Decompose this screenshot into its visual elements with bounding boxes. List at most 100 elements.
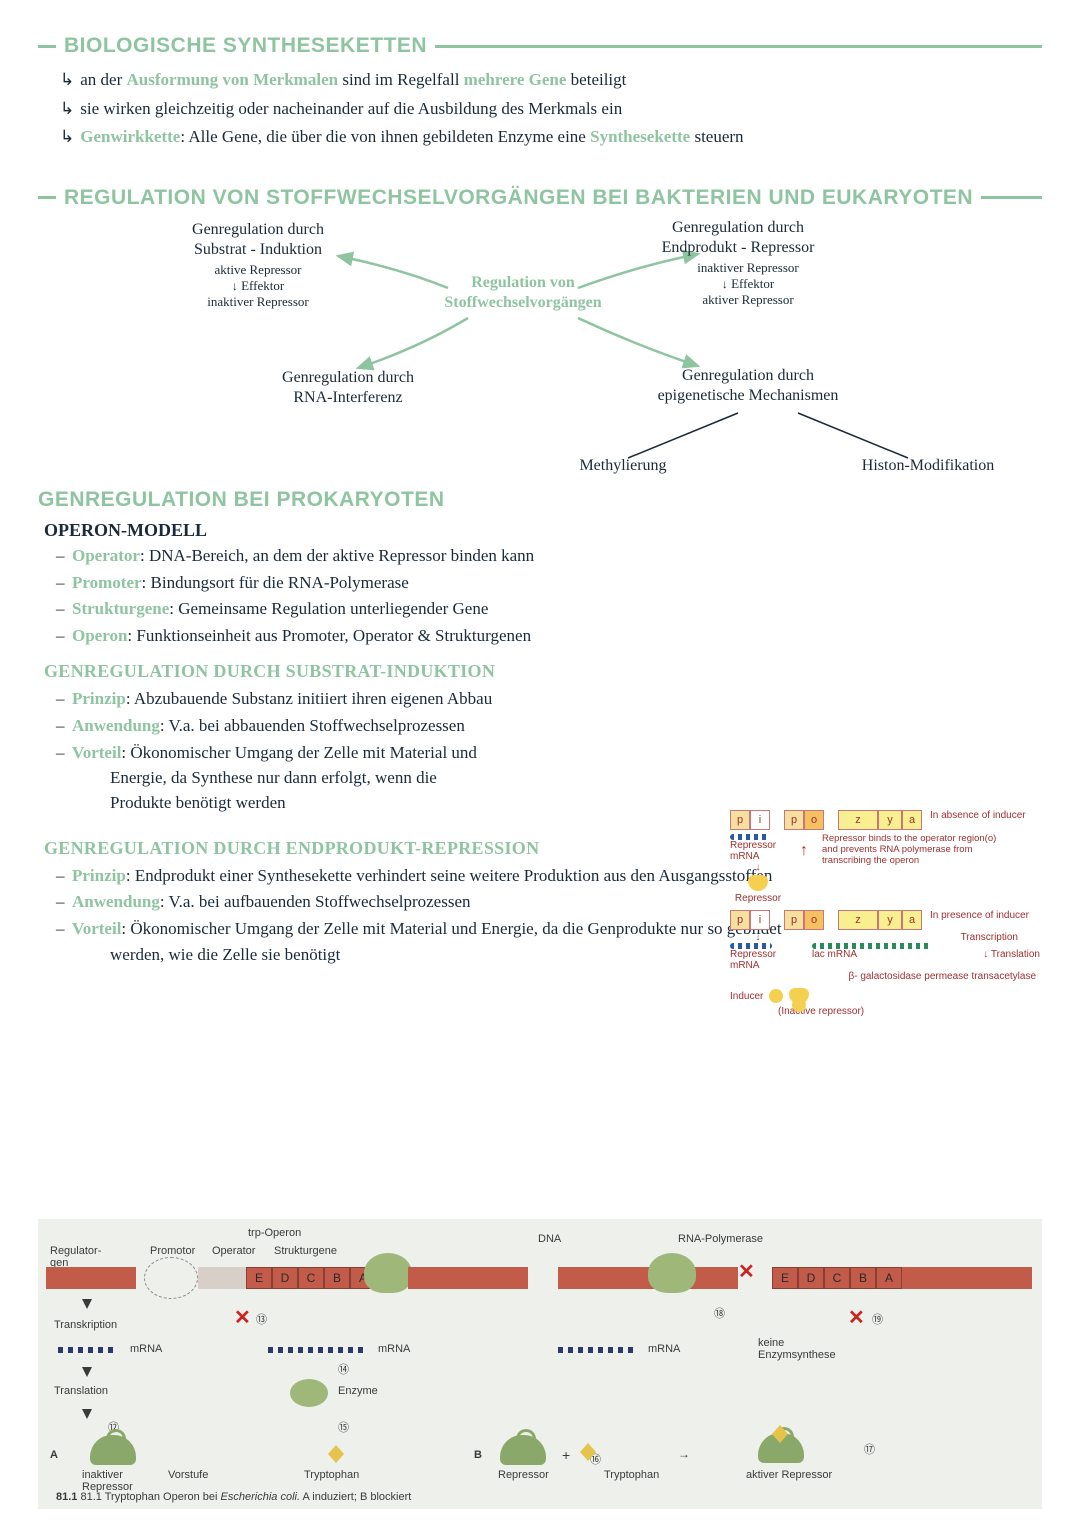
label: inaktiver Repressor [82,1469,133,1493]
bullet: ↳Genwirkkette: Alle Gene, die über die v… [38,123,1042,152]
label: B [474,1449,482,1461]
down-arrow-icon [82,1409,92,1419]
label: (Inactive repressor) [730,1006,1040,1017]
label: β- galactosidase permease transacetylase [730,971,1040,982]
bullet: ↳sie wirken gleichzeitig oder nacheinand… [38,95,1042,124]
gene-z: z [838,810,878,830]
enzyme-icon [290,1379,328,1407]
header-title: GENREGULATION BEI PROKARYOTEN [38,488,445,512]
section-header: REGULATION VON STOFFWECHSELVORGÄNGEN BEI… [38,186,1042,210]
mindmap-center: Regulation vonStoffwechselvorgängen [398,273,648,313]
gene-p: p [784,810,804,830]
label: Translation [54,1385,108,1397]
gene-a: a [902,810,922,830]
label: Tryptophan [304,1469,359,1481]
structural-genes: EDCBA [246,1267,376,1289]
header-bar [38,196,56,199]
promoter-region [144,1257,198,1299]
dna-strip [408,1267,528,1289]
label: Repressor [498,1469,549,1481]
label: DNA [538,1233,561,1245]
label: Transkription [54,1319,117,1331]
header-bar [38,45,56,48]
subsection: GENREGULATION DURCH SUBSTRAT-INDUKTION [44,661,1042,682]
circled-num: ⑱ [714,1305,725,1321]
label: mRNA [648,1343,680,1355]
operator-region [198,1267,246,1289]
subsection: OPERON-MODELL [44,520,1042,541]
header-title: BIOLOGISCHE SYNTHESEKETTEN [64,34,427,58]
label: Repressor mRNA [730,949,800,971]
mindmap-leaf: Methylierung [548,456,698,476]
mindmap-sub: aktive Repressor↓ Effektorinaktiver Repr… [178,262,338,311]
mrna-icon [558,1347,638,1353]
mindmap-node: Genregulation durchepigenetische Mechani… [618,366,878,406]
list-item: Anwendung: V.a. bei abbauenden Stoffwech… [38,713,1042,740]
label: Translation [991,949,1040,960]
x-icon: ✕ [848,1305,865,1330]
circled-num: ⑮ [338,1419,349,1435]
label: A [50,1449,58,1461]
header-bar [435,45,1042,48]
label: Vorstufe [168,1469,208,1481]
section-header: BIOLOGISCHE SYNTHESEKETTEN [38,34,1042,58]
dna-strip [46,1267,136,1289]
list-item: Prinzip: Abzubauende Substanz initiiert … [38,686,1042,713]
mindmap-node: Genregulation durchSubstrat - Induktion [148,220,368,260]
header-bar [981,196,1042,199]
caption: Repressor binds to the operator region(o… [822,834,1040,904]
bullet: ↳an der Ausformung von Merkmalen sind im… [38,66,1042,95]
x-icon: ✕ [234,1305,251,1330]
label: Repressor mRNA [730,840,786,862]
repressor-icon [90,1435,136,1465]
gene-p: p [730,810,750,830]
mindmap: Regulation vonStoffwechselvorgängen Genr… [38,218,1042,488]
down-arrow-icon [82,1367,92,1377]
label: In presence of inducer [922,910,1040,930]
repressor-icon [500,1435,546,1465]
dna-strip [902,1267,1032,1289]
label: RNA-Polymerase [678,1233,763,1245]
label: Enzyme [338,1385,378,1397]
label: keine Enzymsynthese [758,1337,836,1361]
label: Tryptophan [604,1469,659,1481]
list-item: Vorteil: Ökonomischer Umgang der Zelle m… [38,740,1042,767]
section-header: GENREGULATION BEI PROKARYOTEN [38,488,1042,512]
rna-polymerase-icon [364,1253,412,1293]
label: Promotor [150,1245,195,1257]
list-item-cont: Energie, da Synthese nur dann erfolgt, w… [38,766,1042,791]
circled-num: ⑭ [338,1361,349,1377]
structural-genes: EDCBA [772,1267,902,1289]
mindmap-leaf: Histon-Modifikation [828,456,1028,476]
up-arrow-icon: ↑ [794,834,814,904]
inducer-icon [769,989,783,1003]
header-title: REGULATION VON STOFFWECHSELVORGÄNGEN BEI… [64,186,973,210]
figure-caption: 81.1 81.1 Tryptophan Operon bei Escheric… [56,1491,411,1503]
list-item: Operator: DNA-Bereich, an dem der aktive… [38,543,1042,570]
trp-operon-figure: trp-Operon Regulator- gen Promotor Opera… [38,1219,1042,1509]
repressor-icon [748,875,768,891]
label: aktiver Repressor [746,1469,832,1481]
label: In absence of inducer [922,810,1040,830]
label: mRNA [130,1343,162,1355]
label: Operator [212,1245,255,1257]
mrna-icon [58,1347,118,1353]
x-icon: ✕ [738,1259,755,1284]
circled-num: ⑰ [864,1441,875,1457]
label: Strukturgene [274,1245,337,1257]
tryptophan-icon [328,1445,344,1463]
mindmap-sub: inaktiver Repressor↓ Effektoraktiver Rep… [668,260,828,309]
rna-polymerase-icon [648,1253,696,1293]
mindmap-node: Genregulation durchEndprodukt - Represso… [618,218,858,258]
gene-o: o [804,810,824,830]
circled-num: ⑲ [872,1311,883,1327]
lac-operon-figure: p i p o z y a In absence of inducer Repr… [730,808,1040,1017]
label: lac mRNA [812,949,857,960]
gene-i: i [750,810,770,830]
label: Repressor [730,893,786,904]
list-item: Promoter: Bindungsort für die RNA-Polyme… [38,570,1042,597]
label: Regulator- gen [50,1245,101,1269]
label: Transcription [846,932,1040,943]
circled-num: ⑬ [256,1311,267,1327]
label: mRNA [378,1343,410,1355]
